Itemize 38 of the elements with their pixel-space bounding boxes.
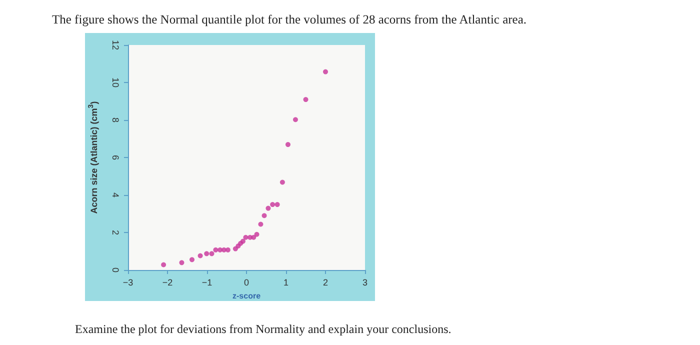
x-tick-label: 3	[362, 278, 368, 288]
point	[204, 251, 210, 256]
point	[189, 257, 194, 262]
point	[161, 262, 166, 268]
y-tick-label: 0	[110, 267, 120, 273]
y-tick-label: 10	[110, 77, 120, 88]
point	[323, 69, 328, 74]
point	[303, 97, 308, 102]
x-axis-title: z-score	[232, 291, 262, 300]
y-tick-label: 6	[110, 154, 120, 160]
x-tick-label: 0	[244, 278, 250, 288]
x-tick-label: 1	[283, 278, 289, 288]
point	[198, 253, 203, 258]
text: Examine the plot for deviations from Normality and explain your conclusions.	[75, 322, 452, 336]
y-tick-label: 12	[110, 40, 120, 50]
point	[266, 206, 271, 211]
x-tick-label: −1	[202, 278, 212, 288]
y-tick-label: 4	[110, 192, 120, 198]
point	[243, 234, 248, 240]
chart-title: The figure shows the Normal quantile plot for the volumes of 28 acorns from the Atlantic area.	[52, 12, 527, 26]
point	[258, 222, 264, 227]
point	[262, 213, 267, 218]
y-tick-label: 8	[110, 117, 120, 123]
point	[280, 180, 285, 185]
point	[251, 234, 256, 240]
point	[292, 117, 298, 122]
point	[225, 247, 230, 252]
point	[254, 232, 260, 237]
point	[213, 247, 218, 252]
point	[270, 202, 276, 208]
y-tick-label: 2	[110, 230, 120, 236]
x-tick-label: −3	[122, 278, 134, 288]
point	[285, 142, 290, 148]
x-tick-label: 2	[322, 278, 328, 288]
point	[274, 202, 280, 208]
point	[209, 251, 214, 256]
x-tick-label: −2	[162, 278, 173, 288]
point	[179, 260, 184, 266]
